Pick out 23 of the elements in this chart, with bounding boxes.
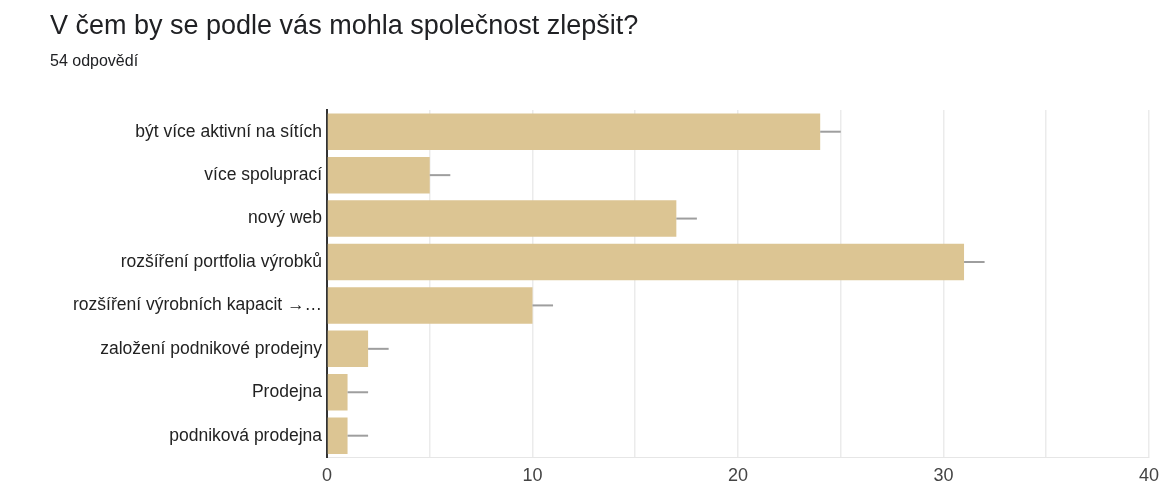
bar [327, 200, 677, 237]
x-tick-label: 20 [727, 465, 749, 486]
x-tick-label: 40 [1138, 465, 1159, 486]
bar [327, 417, 348, 454]
y-tick-label: založení podnikové prodejny [100, 337, 323, 358]
x-tick-label: 0 [321, 465, 333, 486]
y-tick-label: rozšíření portfolia výrobků [120, 250, 322, 271]
bar [327, 374, 348, 411]
bar [327, 156, 430, 194]
y-tick-label: být více aktivní na sítích [135, 120, 322, 141]
y-tick-label: rozšíření výrobních kapacit →… [73, 294, 322, 315]
y-tick-label: více spoluprací [204, 163, 323, 184]
bar [327, 330, 369, 368]
bar [327, 243, 965, 281]
chart-title: V čem by se podle vás mohla společnost zlepšit? [50, 10, 639, 41]
bar [327, 113, 821, 150]
y-tick-label: podniková prodejna [169, 424, 323, 445]
text: 54 odpovědí [50, 52, 139, 70]
y-tick-label: Prodejna [251, 381, 323, 402]
x-tick-label: 10 [522, 465, 543, 486]
x-tick-label: 30 [933, 465, 954, 486]
bar [327, 287, 533, 324]
y-tick-label: nový web [248, 207, 322, 228]
